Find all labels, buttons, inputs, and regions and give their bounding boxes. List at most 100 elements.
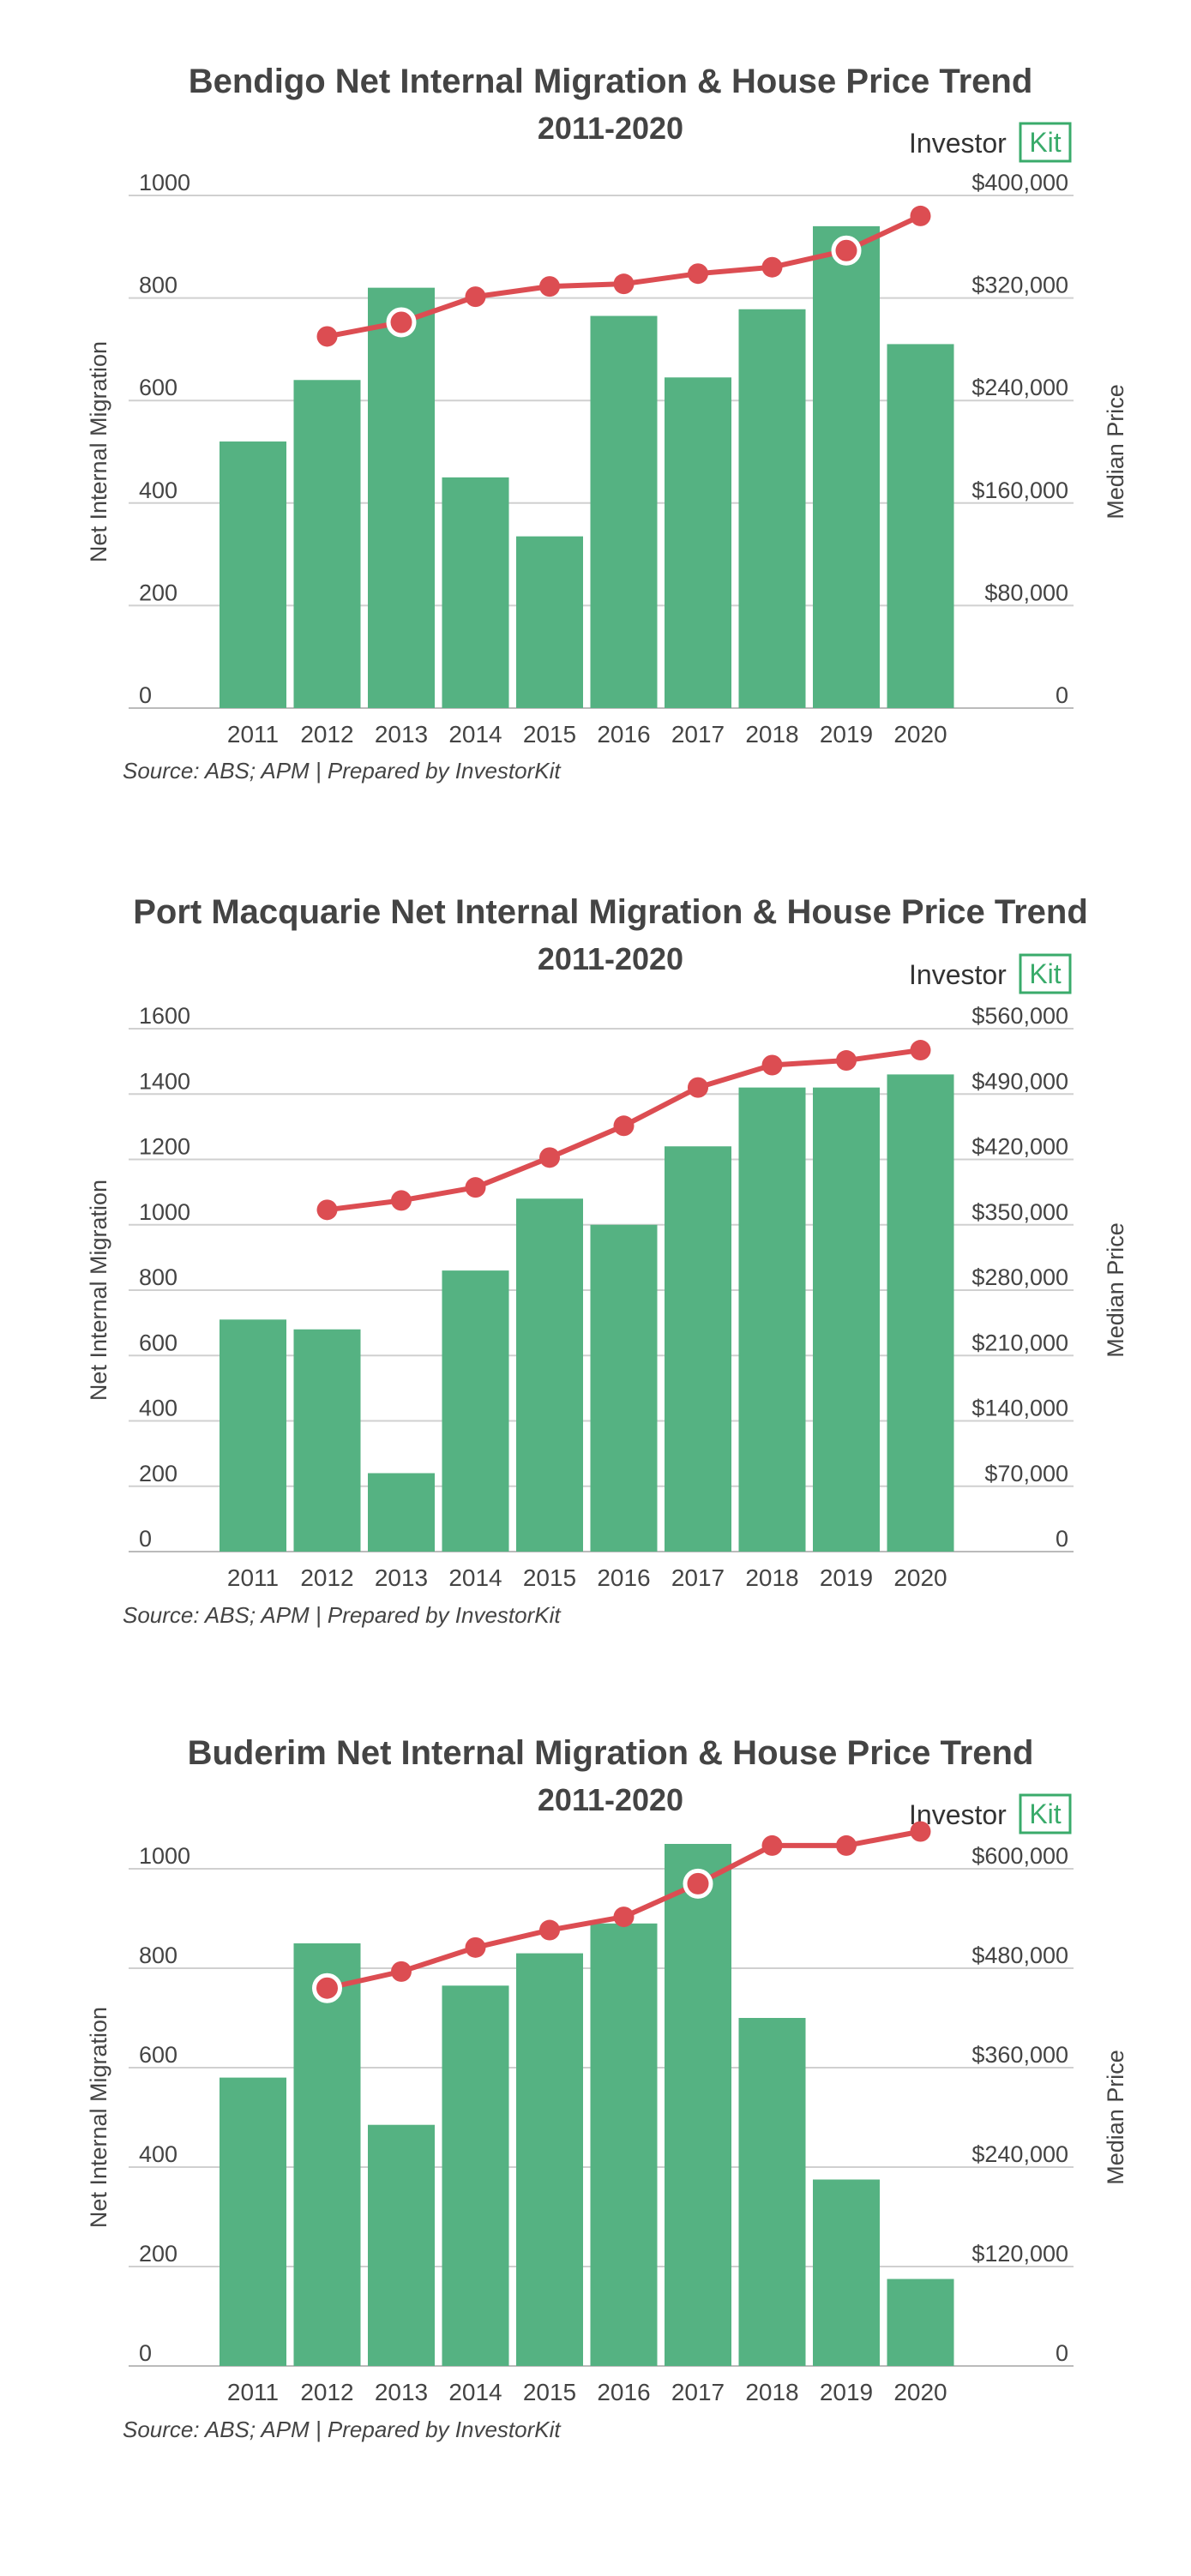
price-point-2013: [391, 1961, 412, 1982]
bar-2012: [293, 1329, 361, 1552]
logo-box: [1019, 953, 1072, 994]
bar-2015: [516, 1198, 583, 1552]
right-tick-label: $70,000: [984, 1461, 1068, 1486]
chart-2: Port Macquarie Net Internal Migration & …: [86, 893, 1128, 1628]
source-note: Source: ABS; APM | Prepared by InvestorK…: [123, 1602, 562, 1628]
investorkit-logo: Investor Kit: [909, 953, 1072, 994]
left-tick-label: 1000: [139, 1843, 190, 1869]
y2-axis-title: Median Price: [1103, 2050, 1128, 2185]
right-tick-label: $160,000: [971, 477, 1068, 503]
right-tick-label: $420,000: [971, 1134, 1068, 1160]
category-label: 2014: [448, 1564, 502, 1591]
logo-box: [1019, 1793, 1072, 1834]
chart-subtitle: 2011-2020: [538, 941, 683, 976]
category-label: 2016: [597, 1564, 650, 1591]
bar-2017: [665, 1146, 731, 1552]
category-label: 2013: [375, 2379, 428, 2405]
bar-2011: [220, 2077, 286, 2366]
logo-text: Investor: [909, 128, 1007, 159]
bar-2013: [368, 2124, 435, 2366]
bar-2018: [738, 2018, 806, 2366]
category-label: 2018: [745, 1564, 798, 1591]
price-point-2019: [836, 1050, 857, 1072]
right-tick-label: $560,000: [971, 1003, 1068, 1029]
price-point-2017: [688, 263, 708, 285]
price-point-2013: [386, 307, 417, 338]
right-tick-label: $240,000: [971, 375, 1068, 400]
price-point-2016: [613, 273, 635, 295]
chart-3: Buderim Net Internal Migration & House P…: [86, 1734, 1128, 2442]
category-label: 2019: [820, 1564, 873, 1591]
category-label: 2012: [300, 2379, 353, 2405]
right-tick-label: 0: [1056, 682, 1068, 708]
left-tick-label: 800: [139, 1943, 177, 1968]
right-tick-label: $140,000: [971, 1396, 1068, 1421]
price-point-2013: [391, 1190, 412, 1211]
category-label: 2015: [523, 2379, 576, 2405]
price-point-2014: [465, 1937, 486, 1958]
left-tick-label: 400: [139, 477, 177, 503]
right-tick-label: $350,000: [971, 1199, 1068, 1225]
category-label: 2019: [820, 2379, 873, 2405]
bar-2019: [813, 1087, 880, 1552]
category-label: 2015: [523, 1564, 576, 1591]
bar-2017: [665, 377, 731, 708]
bar-2015: [516, 1953, 583, 2366]
price-point-2012: [316, 326, 338, 347]
category-label: 2019: [820, 721, 873, 748]
right-tick-label: $490,000: [971, 1068, 1068, 1094]
left-tick-label: 1000: [139, 170, 190, 195]
category-label: 2017: [671, 2379, 725, 2405]
left-tick-label: 800: [139, 1264, 177, 1290]
price-point-2015: [539, 1147, 560, 1168]
right-tick-label: $280,000: [971, 1264, 1068, 1290]
category-label: 2014: [448, 2379, 502, 2405]
category-label: 2017: [671, 721, 725, 748]
left-tick-label: 800: [139, 273, 177, 298]
bar-2011: [220, 1319, 286, 1552]
right-tick-label: $240,000: [971, 2141, 1068, 2167]
price-point-2017: [688, 1077, 708, 1098]
chart-1: Bendigo Net Internal Migration & House P…: [86, 63, 1128, 784]
category-label: 2018: [745, 721, 798, 748]
logo-text: Investor: [909, 959, 1007, 990]
bar-2014: [442, 1985, 509, 2366]
y-axis-title: Net Internal Migration: [86, 341, 111, 562]
chart-subtitle: 2011-2020: [538, 1782, 683, 1817]
right-tick-label: $80,000: [984, 579, 1068, 605]
left-tick-label: 0: [139, 1526, 152, 1552]
left-tick-label: 600: [139, 1330, 177, 1355]
bar-2019: [813, 2179, 880, 2366]
logo-mark: Kit: [1029, 127, 1061, 158]
right-tick-label: $210,000: [971, 1330, 1068, 1355]
logo-mark: Kit: [1029, 1798, 1061, 1829]
bar-2012: [293, 1943, 361, 2366]
category-label: 2015: [523, 721, 576, 748]
category-label: 2020: [893, 721, 947, 748]
right-tick-label: $320,000: [971, 273, 1068, 298]
bar-2015: [516, 536, 583, 708]
left-tick-label: 1400: [139, 1068, 190, 1094]
left-tick-label: 0: [139, 2340, 152, 2366]
category-label: 2014: [448, 721, 502, 748]
left-tick-label: 600: [139, 375, 177, 400]
price-point-2012: [312, 1973, 342, 2003]
bar-2014: [442, 1270, 509, 1552]
y-axis-title: Net Internal Migration: [86, 1180, 111, 1401]
price-point-2019: [831, 235, 862, 266]
left-tick-label: 0: [139, 682, 152, 708]
chart-title: Bendigo Net Internal Migration & House P…: [189, 63, 1033, 100]
category-label: 2011: [227, 721, 279, 748]
category-label: 2018: [745, 2379, 798, 2405]
price-point-2014: [465, 286, 486, 308]
chart-title: Port Macquarie Net Internal Migration & …: [133, 893, 1088, 931]
bar-2013: [368, 1473, 435, 1552]
category-label: 2020: [893, 2379, 947, 2405]
left-tick-label: 400: [139, 2141, 177, 2167]
category-label: 2020: [893, 1564, 947, 1591]
bar-2020: [887, 1074, 954, 1552]
right-tick-label: $480,000: [971, 1943, 1068, 1968]
logo-box: [1019, 122, 1072, 163]
price-point-2019: [836, 1834, 857, 1856]
